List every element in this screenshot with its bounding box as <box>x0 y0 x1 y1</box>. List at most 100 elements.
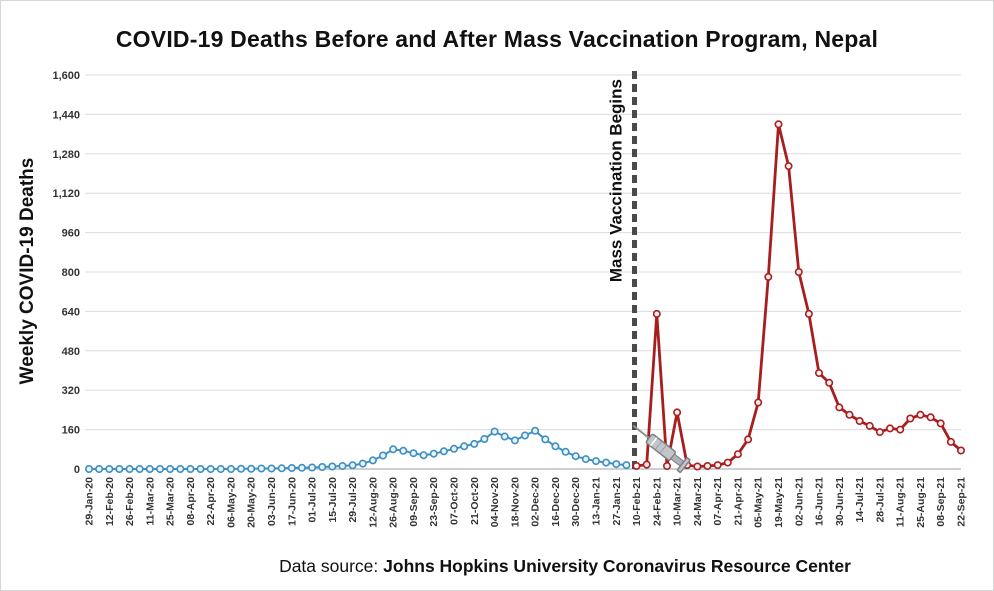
data-point <box>470 439 479 448</box>
x-tick-label: 11-Mar-20 <box>144 477 156 526</box>
x-tick-label: 24-Mar-21 <box>692 477 704 526</box>
data-point <box>662 461 671 470</box>
data-point <box>368 456 377 465</box>
x-tick-label: 17-Jun-20 <box>286 477 298 526</box>
data-point <box>652 309 661 318</box>
data-point <box>429 449 438 458</box>
syringe-icon <box>632 424 691 473</box>
data-point <box>237 464 246 473</box>
x-tick-label: 01-Jul-20 <box>307 477 319 523</box>
y-tick-label: 0 <box>74 464 80 476</box>
data-point <box>328 462 337 471</box>
x-tick-label: 22-Apr-20 <box>205 477 217 526</box>
data-point <box>318 462 327 471</box>
x-tick-label: 13-Jan-21 <box>590 477 602 526</box>
data-point <box>916 410 925 419</box>
data-point <box>804 309 813 318</box>
data-point <box>612 460 621 469</box>
data-point <box>723 458 732 467</box>
x-tick-label: 07-Oct-20 <box>449 477 461 525</box>
data-point <box>845 410 854 419</box>
data-point <box>348 461 357 470</box>
y-tick-label: 640 <box>62 306 80 318</box>
x-axis-labels: 29-Jan-20 12-Feb-20 26-Feb-20 11-Mar-20 25-M… <box>84 477 968 528</box>
data-point <box>551 442 560 451</box>
data-point <box>338 461 347 470</box>
data-point <box>744 435 753 444</box>
x-tick-label: 24-Feb-21 <box>651 477 663 526</box>
data-point <box>794 267 803 276</box>
data-point <box>541 435 550 444</box>
x-tick-label: 05-May-21 <box>753 477 765 528</box>
data-point <box>267 464 276 473</box>
data-point <box>561 447 570 456</box>
x-tick-label: 28-Jul-21 <box>874 477 886 523</box>
data-point <box>308 463 317 472</box>
data-point <box>439 447 448 456</box>
data-source: Data source: Johns Hopkins University Co… <box>137 556 993 577</box>
data-point <box>297 463 306 472</box>
data-point <box>693 462 702 471</box>
data-point <box>480 434 489 443</box>
data-point <box>206 464 215 473</box>
data-point <box>449 444 458 453</box>
data-point <box>581 455 590 464</box>
x-tick-label: 02-Jun-21 <box>793 477 805 526</box>
data-point <box>490 427 499 436</box>
vaccination-annotation-label: Mass Vaccination Begins <box>607 79 626 282</box>
data-point <box>825 378 834 387</box>
data-point <box>622 461 631 470</box>
x-tick-label: 10-Feb-21 <box>631 477 643 526</box>
data-point <box>632 461 641 470</box>
x-tick-label: 30-Dec-20 <box>570 477 582 527</box>
chart-title: COVID-19 Deaths Before and After Mass Va… <box>1 26 993 53</box>
chart-title-country: Nepal <box>814 26 879 52</box>
data-point <box>814 368 823 377</box>
data-point <box>156 464 165 473</box>
y-tick-label: 1,280 <box>52 149 80 161</box>
x-tick-label: 16-Dec-20 <box>550 477 562 527</box>
chart-title-text: COVID-19 Deaths Before and After Mass Va… <box>115 26 815 52</box>
x-tick-label: 26-Aug-20 <box>388 477 400 528</box>
data-point <box>196 464 205 473</box>
data-point <box>520 431 529 440</box>
data-point <box>176 464 185 473</box>
data-point <box>399 446 408 455</box>
x-tick-label: 25-Aug-21 <box>915 477 927 528</box>
data-point <box>673 408 682 417</box>
data-point <box>186 464 195 473</box>
data-point <box>946 437 955 446</box>
data-point <box>216 464 225 473</box>
data-point <box>896 425 905 434</box>
x-tick-label: 02-Dec-20 <box>530 477 542 527</box>
series-after-vaccination <box>632 120 965 471</box>
data-point <box>926 413 935 422</box>
x-tick-label: 15-Jul-20 <box>327 477 339 523</box>
x-tick-label: 14-Jul-21 <box>854 477 866 523</box>
data-point <box>95 464 104 473</box>
x-tick-label: 22-Sep-21 <box>956 477 968 527</box>
data-point <box>115 464 124 473</box>
x-tick-label: 26-Feb-20 <box>124 477 136 526</box>
data-point <box>460 442 469 451</box>
data-point <box>166 464 175 473</box>
annotation: Mass Vaccination Begins <box>607 71 638 469</box>
data-point <box>510 436 519 445</box>
data-point <box>389 445 398 454</box>
data-point <box>764 272 773 281</box>
gridlines: 0 160 320 480 640 800 960 1,120 1,280 1,440 1,600 <box>52 70 961 476</box>
x-tick-label: 25-Mar-20 <box>165 477 177 526</box>
data-point <box>125 464 134 473</box>
data-point <box>419 451 428 460</box>
x-tick-label: 21-Oct-20 <box>469 477 481 525</box>
data-point <box>287 463 296 472</box>
data-point <box>602 458 611 467</box>
data-point <box>145 464 154 473</box>
data-point <box>85 464 94 473</box>
data-point <box>906 414 915 423</box>
data-point <box>257 464 266 473</box>
x-tick-label: 04-Nov-20 <box>489 477 501 527</box>
data-point <box>713 461 722 470</box>
